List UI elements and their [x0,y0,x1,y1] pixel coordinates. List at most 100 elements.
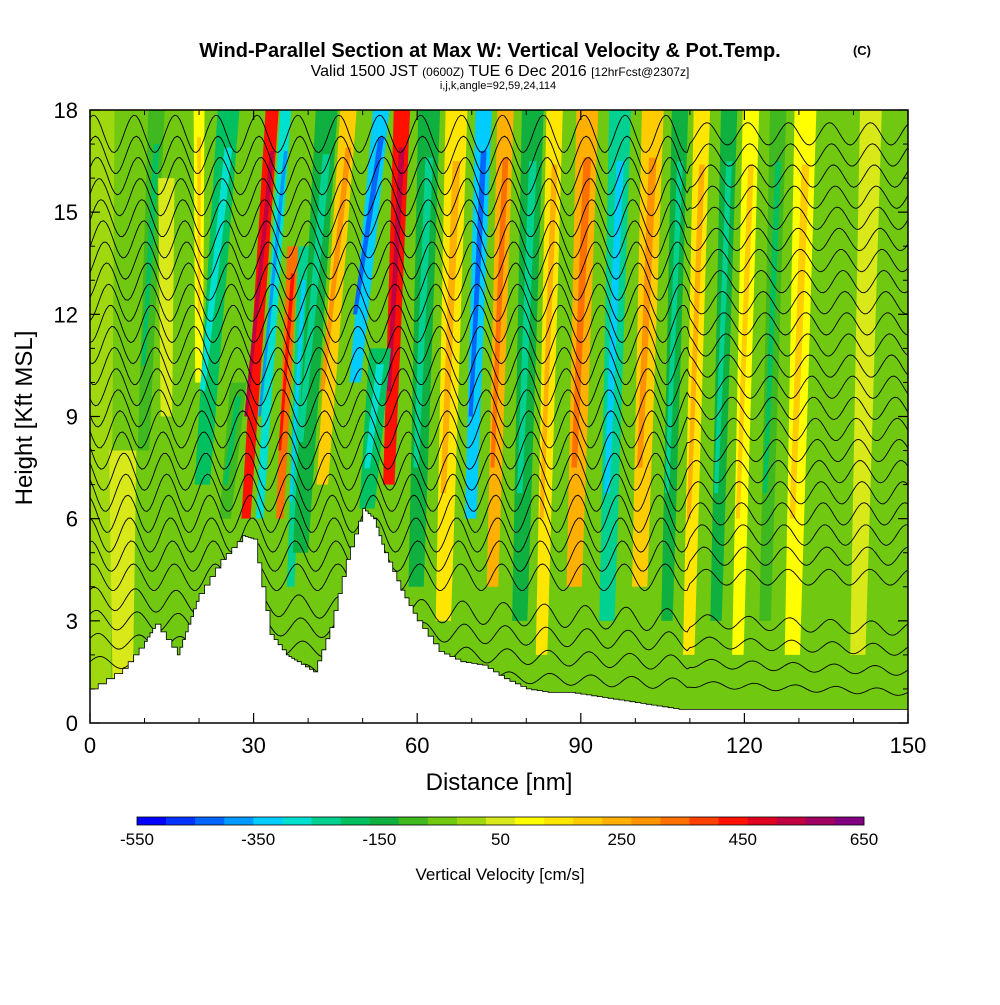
theta-contours [90,114,908,696]
colorbar-swatch [166,817,196,825]
y-tick-label: 9 [66,405,78,430]
theta-contour [90,494,908,533]
velocity-core [686,164,705,519]
colorbar-swatch [718,817,748,825]
x-tick-label: 0 [84,733,96,758]
velocity-core [320,147,352,391]
y-axis: 0 3 6 9 12 15 18 [54,98,908,736]
colorbar-swatch [282,817,312,825]
colorbar-tick-label: -550 [120,830,154,849]
colorbar-swatch [573,817,603,825]
theta-contour [90,473,908,512]
velocity-cell [813,110,841,655]
theta-contour [90,325,908,365]
velocity-core [604,161,624,494]
velocity-core [352,137,385,315]
colorbar-label: Vertical Velocity [cm/s] [415,865,584,884]
colorbar-swatch [660,817,690,825]
velocity-core [713,161,732,494]
theta-contour [90,114,908,154]
theta-contour [90,368,908,407]
terrain [90,508,908,723]
velocity-core [490,157,509,468]
velocity-cell [850,110,882,655]
velocity-cell [241,110,279,519]
theta-contour [90,305,908,344]
subtitle-forecast: [12hrFcst@2307z] [591,65,689,79]
x-tick-label: 90 [569,733,593,758]
x-tick-label: 30 [241,733,265,758]
theta-contour [90,389,908,428]
y-axis-label: Height [Kft MSL] [11,331,38,506]
x-tick-label: 150 [890,733,927,758]
theta-contour [90,283,908,322]
velocity-core [258,150,288,417]
colorbar-swatch [631,817,661,825]
colorbar-tick-label: 450 [729,830,757,849]
velocity-core [571,157,592,468]
velocity-core [468,150,487,417]
colorbar-swatch [427,817,458,825]
velocity-cell [349,110,390,383]
velocity-core [539,164,558,519]
colorbar-swatch [137,817,167,825]
subtitle-valid: Valid 1500 JST [311,63,419,80]
theta-contour [90,431,908,470]
velocity-core [297,154,331,443]
colorbar-tick-label: 50 [491,830,510,849]
colorbar-swatch [253,817,283,825]
velocity-core [516,161,537,494]
colorbar-swatch [340,817,370,825]
colorbar-tick-label: -350 [241,830,275,849]
velocity-core [199,147,233,391]
theta-contour [90,517,908,553]
colorbar-swatch [747,817,778,825]
colorbar-swatch [805,817,836,825]
y-tick-label: 3 [66,609,78,634]
velocity-cell [219,382,247,519]
velocity-core [197,137,201,315]
velocity-core [735,164,754,519]
y-tick-label: 18 [54,98,78,123]
velocity-cell [275,246,299,519]
theta-contour [90,178,908,217]
colorbar-swatch [369,817,400,825]
velocity-cell [316,110,357,485]
chart-subtitle: Valid 1500 JST (0600Z) TUE 6 Dec 2016 [1… [311,63,690,80]
theta-contour [90,452,908,491]
colorbar-swatch [195,817,225,825]
theta-contour [90,410,908,449]
y-tick-label: 6 [66,507,78,532]
velocity-core [763,161,782,494]
colorbar-swatch [515,817,545,825]
colorbar: -550 -350 -150 50 250 450 650 [120,816,878,849]
colorbar-swatch [311,817,341,825]
colorbar-swatch [398,817,429,825]
terrain-profile [90,508,908,723]
velocity-core [664,161,683,494]
velocity-core [364,364,384,469]
velocity-core [413,157,434,468]
y-tick-label: 15 [54,200,78,225]
theta-contour [90,346,908,385]
theta-contour [90,262,908,301]
x-tick-label: 60 [405,733,429,758]
colorbar-swatch [544,817,574,825]
chart-title: Wind-Parallel Section at Max W: Vertical… [199,40,780,62]
colorbar-frame [136,816,865,826]
colorbar-tick-label: 250 [607,830,635,849]
colorbar-swatch [689,817,719,825]
theta-contour [90,220,908,259]
x-axis-label: Distance [nm] [426,769,573,796]
subtitle-utc: (0600Z) [422,65,464,79]
theta-contour [90,157,908,196]
velocity-cell [292,110,338,553]
colorbar-tick-label: -150 [362,830,396,849]
colorbar-tick-label: 650 [850,830,878,849]
velocity-core [440,161,461,494]
colorbar-swatch [776,817,807,825]
theta-contour [90,199,908,238]
velocity-core [141,144,160,366]
